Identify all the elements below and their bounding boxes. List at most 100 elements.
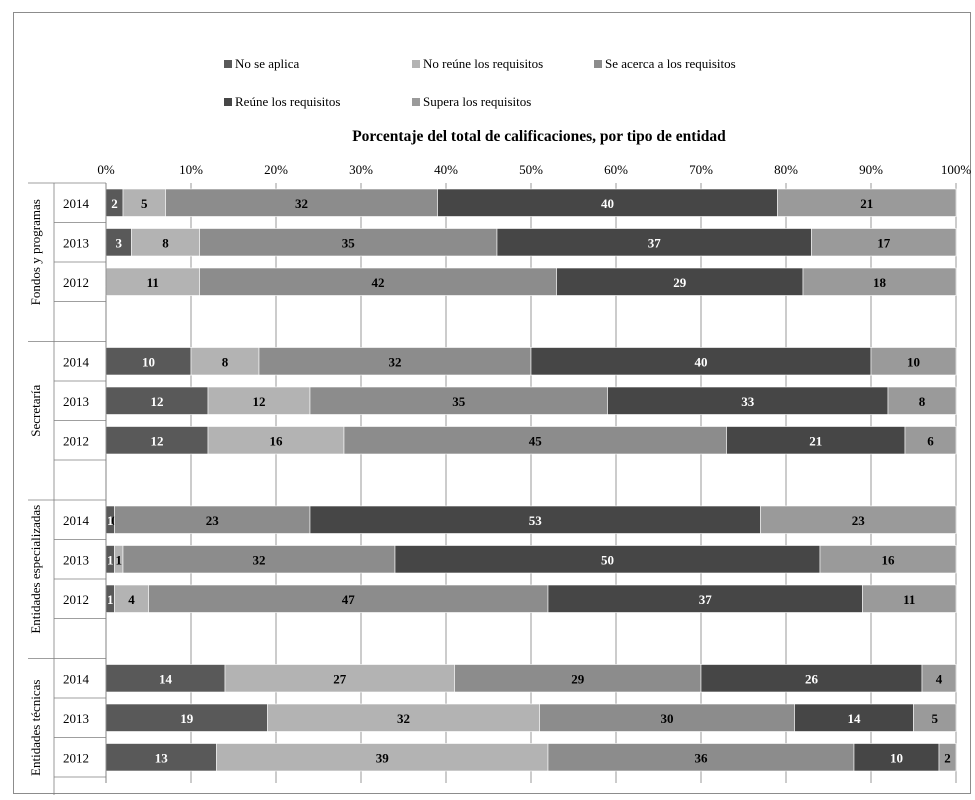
data-label: 30 — [661, 711, 674, 726]
bar-segment — [556, 267, 804, 296]
bar-segment — [539, 703, 795, 732]
y-tick-label: 2012 — [63, 592, 89, 607]
x-tick-label: 70% — [689, 162, 713, 177]
legend-swatch — [412, 98, 420, 106]
data-label: 8 — [222, 354, 229, 369]
group-label: Entidades técnicas — [28, 680, 43, 776]
bar-segment — [394, 545, 821, 574]
data-label: 50 — [601, 552, 614, 567]
data-label: 16 — [882, 552, 896, 567]
data-label: 40 — [695, 354, 708, 369]
bar-segment — [530, 347, 872, 376]
bar-segment — [309, 505, 761, 534]
data-label: 1 — [107, 592, 114, 607]
legend-swatch — [412, 60, 420, 68]
y-tick-label: 2014 — [63, 196, 90, 211]
y-tick-label: 2014 — [63, 354, 90, 369]
data-label: 40 — [601, 196, 614, 211]
legend-label: No se aplica — [235, 56, 299, 71]
bar-segment — [114, 584, 149, 613]
data-label: 23 — [206, 513, 220, 528]
y-tick-label: 2013 — [63, 711, 89, 726]
chart-frame: No se aplica No reúne los requisitos Se ac… — [13, 12, 971, 800]
data-label: 4 — [936, 671, 943, 686]
data-label: 12 — [151, 433, 164, 448]
x-tick-label: 90% — [859, 162, 883, 177]
data-label: 4 — [128, 592, 135, 607]
bar-segment — [267, 703, 540, 732]
bar-segment — [190, 347, 260, 376]
data-label: 45 — [529, 433, 543, 448]
legend-label: Se acerca a los requisitos — [605, 56, 736, 71]
bar-segment — [437, 188, 778, 217]
legend-swatch — [224, 60, 232, 68]
data-label: 37 — [699, 592, 713, 607]
data-label: 2 — [111, 196, 118, 211]
x-tick-label: 0% — [97, 162, 115, 177]
x-tick-label: 30% — [349, 162, 373, 177]
group-label: Fondos y programas — [28, 199, 43, 305]
data-label: 14 — [848, 711, 862, 726]
data-label: 32 — [389, 354, 402, 369]
bar-segment — [938, 743, 957, 772]
y-tick-label: 2013 — [63, 235, 89, 250]
data-label: 10 — [890, 750, 903, 765]
data-label: 18 — [873, 275, 887, 290]
data-label: 47 — [342, 592, 356, 607]
data-label: 19 — [180, 711, 194, 726]
y-axis-labels: 2014 2013 2012 Fondos y programas 2014 2013 20… — [28, 182, 107, 800]
legend-swatch — [594, 60, 602, 68]
bar-segment — [862, 584, 957, 613]
bar-segment — [131, 228, 200, 257]
bar-segment — [122, 545, 396, 574]
data-label: 29 — [571, 671, 585, 686]
legend-swatch — [224, 98, 232, 106]
bar-segment — [726, 426, 906, 455]
data-label: 32 — [295, 196, 308, 211]
x-tick-label: 10% — [179, 162, 203, 177]
bar-segment — [870, 347, 957, 376]
bar-segment — [207, 386, 311, 415]
bar-segment — [105, 267, 200, 296]
data-label: 1 — [107, 552, 114, 567]
bar-segment — [105, 703, 268, 732]
legend-label: Supera los requisitos — [423, 94, 531, 109]
data-label: 10 — [142, 354, 155, 369]
y-tick-label: 2014 — [63, 671, 90, 686]
data-label: 6 — [927, 433, 934, 448]
legend: No se aplica No reúne los requisitos Se ac… — [224, 56, 736, 109]
bar-segment — [921, 664, 957, 693]
bar-segment — [904, 426, 957, 455]
data-label: 5 — [932, 711, 939, 726]
data-label: 32 — [253, 552, 266, 567]
bars: 2532402138353717011422918108324010121235… — [103, 188, 957, 772]
data-label: 5 — [141, 196, 148, 211]
data-label: 3 — [116, 235, 123, 250]
bar-segment — [811, 228, 957, 257]
data-label: 2 — [944, 750, 951, 765]
data-label: 11 — [147, 275, 159, 290]
bar-segment — [547, 743, 855, 772]
bar-segment — [105, 743, 217, 772]
bar-segment — [258, 347, 532, 376]
data-label: 39 — [376, 750, 390, 765]
bar-segment — [887, 386, 957, 415]
data-label: 42 — [372, 275, 385, 290]
data-label: 11 — [903, 592, 915, 607]
bar-segment — [224, 664, 455, 693]
bar-segment — [105, 426, 209, 455]
chart-title: Porcentaje del total de calificaciones, … — [352, 128, 726, 145]
legend-label: Reúne los requisitos — [235, 94, 340, 109]
data-label: 53 — [529, 513, 543, 528]
bar-segment — [607, 386, 889, 415]
y-tick-label: 2012 — [63, 433, 89, 448]
bar-segment — [343, 426, 727, 455]
data-label: 23 — [852, 513, 866, 528]
bar-segment — [454, 664, 702, 693]
data-label: 36 — [695, 750, 709, 765]
data-label: 13 — [155, 750, 169, 765]
data-label: 17 — [877, 235, 891, 250]
data-label: 32 — [397, 711, 410, 726]
bar-segment — [199, 267, 557, 296]
bar-segment — [760, 505, 957, 534]
